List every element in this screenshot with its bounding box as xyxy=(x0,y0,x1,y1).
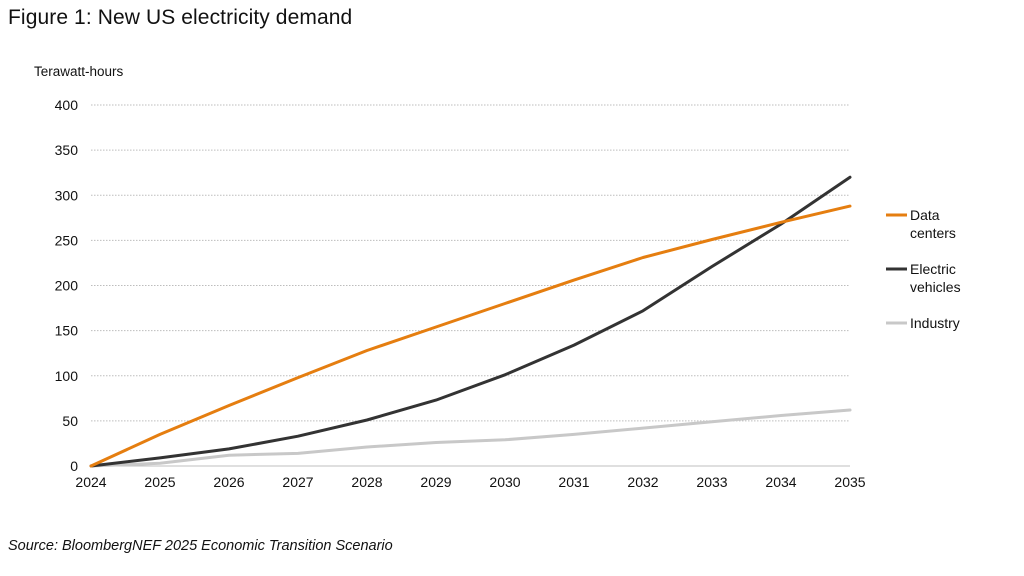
x-tick-label: 2027 xyxy=(282,474,313,490)
y-tick-label: 150 xyxy=(55,323,79,339)
y-tick-label: 250 xyxy=(55,232,79,248)
x-tick-label: 2024 xyxy=(75,474,106,490)
x-tick-label: 2026 xyxy=(213,474,244,490)
legend-label: Industry xyxy=(910,315,960,331)
series-line xyxy=(89,408,852,468)
y-tick-label: 100 xyxy=(55,368,79,384)
legend-label: centers xyxy=(910,225,956,241)
x-tick-label: 2032 xyxy=(627,474,658,490)
gridlines xyxy=(91,104,850,422)
legend-label: Electric xyxy=(910,261,956,277)
x-tick-label: 2025 xyxy=(144,474,175,490)
source-note: Source: BloombergNEF 2025 Economic Trans… xyxy=(8,538,393,554)
x-tick-label: 2031 xyxy=(558,474,589,490)
y-tick-label: 200 xyxy=(55,278,79,294)
figure-title: Figure 1: New US electricity demand xyxy=(8,6,353,29)
legend-label: vehicles xyxy=(910,279,961,295)
y-axis-label: Terawatt-hours xyxy=(34,64,124,79)
y-tick-label: 300 xyxy=(55,187,79,203)
x-tick-label: 2035 xyxy=(834,474,865,490)
legend-label: Data xyxy=(910,207,940,223)
x-tick-label: 2029 xyxy=(420,474,451,490)
x-tick-label: 2028 xyxy=(351,474,382,490)
x-tick-labels: 2024 2025 2026 2027 2028 2029 2030 2031 2032 2033… xyxy=(75,474,865,490)
series-lines xyxy=(89,175,852,468)
series-line xyxy=(89,204,852,468)
x-tick-label: 2033 xyxy=(696,474,727,490)
x-tick-label: 2034 xyxy=(765,474,796,490)
y-tick-label: 50 xyxy=(62,413,78,429)
y-tick-label: 350 xyxy=(55,142,79,158)
x-tick-label: 2030 xyxy=(489,474,520,490)
y-tick-label: 0 xyxy=(70,458,78,474)
y-tick-labels: 0 50 100 150 200 250 300 350 400 xyxy=(55,97,79,474)
legend: Data centers Electric vehicles Industry xyxy=(886,207,961,331)
y-tick-label: 400 xyxy=(55,97,79,113)
series-line xyxy=(89,175,852,468)
